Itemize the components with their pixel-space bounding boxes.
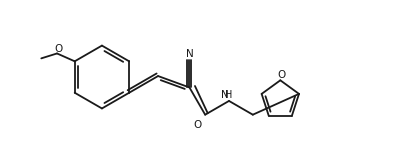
Text: N: N [221, 90, 229, 100]
Text: N: N [186, 49, 194, 59]
Text: O: O [54, 43, 62, 54]
Text: O: O [277, 70, 285, 80]
Text: H: H [225, 90, 233, 100]
Text: O: O [193, 119, 201, 130]
